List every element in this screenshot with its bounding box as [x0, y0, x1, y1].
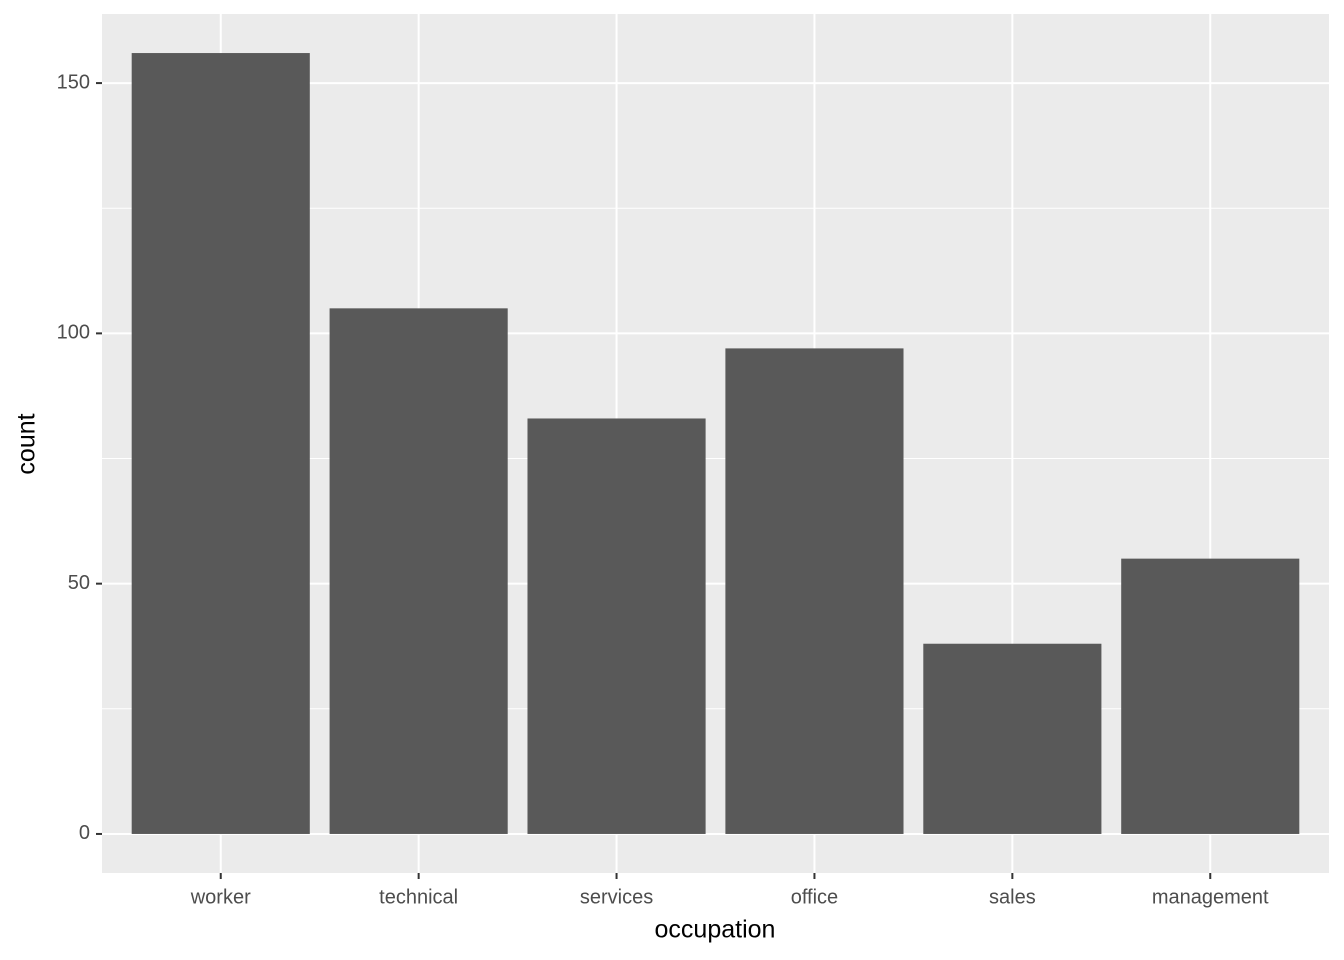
- bar: [329, 308, 508, 834]
- bar: [131, 53, 310, 834]
- x-tick-label: office: [791, 886, 838, 908]
- y-tick-label: 100: [57, 322, 90, 344]
- bar: [1121, 558, 1300, 834]
- y-axis-title: count: [13, 413, 41, 474]
- bar: [527, 418, 706, 834]
- x-tick-label: technical: [379, 886, 458, 908]
- x-tick-label: services: [580, 886, 653, 908]
- x-tick-label: management: [1152, 886, 1269, 908]
- x-axis-title: occupation: [655, 916, 776, 944]
- y-tick-label: 50: [68, 572, 90, 594]
- x-tick-label: worker: [190, 886, 251, 908]
- x-tick-label: sales: [989, 886, 1036, 908]
- y-tick-label: 0: [79, 822, 90, 844]
- bar: [725, 348, 904, 834]
- y-tick-label: 150: [57, 71, 90, 93]
- bar: [923, 643, 1102, 834]
